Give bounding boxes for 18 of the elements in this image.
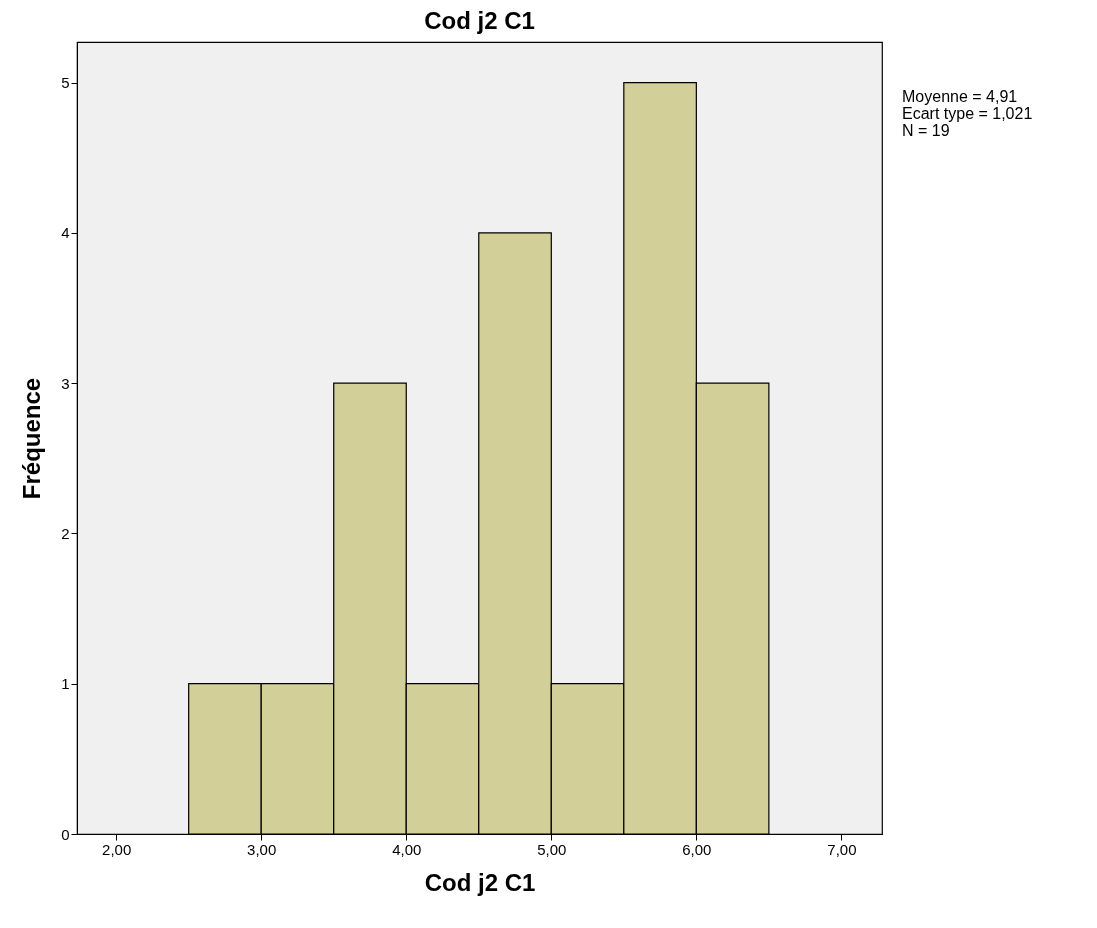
y-tick-label: 2 <box>61 524 70 542</box>
x-axis-title: Cod j2 C1 <box>424 868 536 896</box>
y-tick-label: 5 <box>61 74 70 92</box>
x-tick-label: 6,00 <box>682 840 712 858</box>
x-tick-label: 3,00 <box>247 840 277 858</box>
text: Moyenne = 4,91 <box>902 88 1019 105</box>
x-tick-label: 7,00 <box>827 840 857 858</box>
y-tick-label: 1 <box>61 675 70 693</box>
text: Ecart type = 1,021 <box>902 105 1033 122</box>
y-tick-label: 4 <box>61 224 70 242</box>
x-tick-label: 2,00 <box>102 840 132 858</box>
y-tick-label: 3 <box>61 374 70 392</box>
text: N = 19 <box>902 122 951 139</box>
y-axis-title: Fréquence <box>18 377 46 500</box>
y-tick-label: 0 <box>61 825 70 843</box>
x-tick-label: 5,00 <box>537 840 567 858</box>
x-tick-label: 4,00 <box>392 840 422 858</box>
chart-title: Cod j2 C1 <box>424 7 535 34</box>
